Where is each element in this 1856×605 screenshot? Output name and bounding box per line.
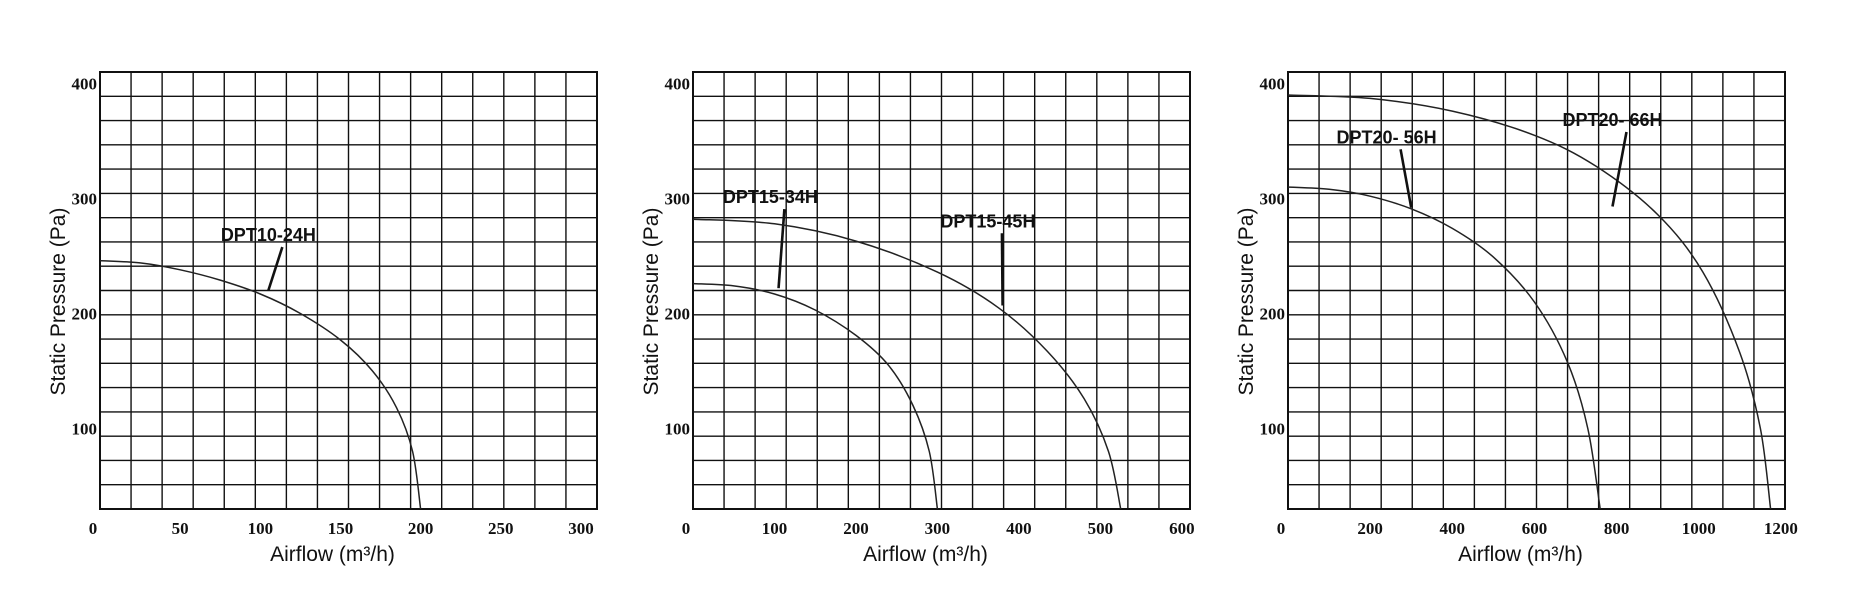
x-tick-label: 500 [1088,519,1114,538]
y-tick-label: 100 [72,420,98,439]
y-tick-label: 100 [1260,420,1286,439]
chart-1: 0 50 100 150 200 250 300 100 200 300 400 Airflow (m… [47,71,598,566]
x-tick-label: 100 [762,519,788,538]
x-tick-label: 0 [682,519,691,538]
x-tick-label: 400 [1440,519,1466,538]
y-axis-title: Static Pressure (Pa) [640,208,663,396]
series-curve-dpt15-45h [692,218,1122,510]
x-tick-label: 600 [1522,519,1548,538]
y-tick-label: 200 [72,305,98,324]
series-label: DPT15-45H [940,211,1035,231]
x-tick-label: 1200 [1764,519,1798,538]
series-curve-dpt10-24h [99,259,422,510]
chart-2: 0 100 200 300 400 500 600 100 200 300 400 Airflow (… [640,71,1195,566]
x-axis-title: Airflow (m³/h) [863,543,988,566]
y-tick-label: 200 [665,305,691,324]
plot-frame [1287,71,1786,510]
series-curve-dpt15-34h [692,282,939,510]
y-tick-label: 100 [665,420,691,439]
series-label: DPT20- 56H [1337,127,1437,147]
x-tick-label: 150 [328,519,354,538]
series-curve-dpt20-56h [1287,186,1601,510]
x-tick-label: 200 [408,519,434,538]
plot-frame [99,71,598,510]
x-tick-label: 800 [1604,519,1630,538]
y-tick-label: 300 [1260,190,1286,209]
x-tick-label: 200 [1357,519,1383,538]
y-tick-label: 400 [1260,75,1286,94]
x-tick-label: 1000 [1682,519,1716,538]
series-label: DPT15-34H [723,187,818,207]
series-pointer-line [1000,233,1004,306]
series-pointer-line [1611,131,1628,207]
x-tick-label: 300 [925,519,951,538]
y-tick-label: 300 [72,190,98,209]
series-curve-dpt20-66h [1287,94,1772,510]
y-tick-label: 300 [665,190,691,209]
plot-frame [692,71,1191,510]
chart-3: 0 200 400 600 800 1000 1200 100 200 300 400 Airflow… [1235,71,1798,566]
series-label: DPT10-24H [221,225,316,245]
x-tick-label: 100 [248,519,274,538]
x-tick-label: 200 [843,519,869,538]
x-axis-title: Airflow (m³/h) [1458,543,1583,566]
series-pointer-line [777,209,786,289]
x-tick-label: 300 [568,519,594,538]
series-pointer-line [1399,149,1413,208]
y-tick-label: 400 [665,75,691,94]
x-tick-label: 50 [172,519,189,538]
x-tick-label: 0 [89,519,98,538]
y-tick-label: 400 [72,75,98,94]
x-tick-label: 250 [488,519,514,538]
x-tick-label: 400 [1006,519,1032,538]
y-tick-label: 200 [1260,305,1286,324]
x-tick-label: 600 [1169,519,1195,538]
y-axis-title: Static Pressure (Pa) [47,208,70,396]
series-label: DPT20- 66H [1562,110,1662,130]
series-pointer-line [267,246,284,291]
y-axis-title: Static Pressure (Pa) [1235,208,1258,396]
x-tick-label: 0 [1277,519,1286,538]
x-axis-title: Airflow (m³/h) [270,543,395,566]
